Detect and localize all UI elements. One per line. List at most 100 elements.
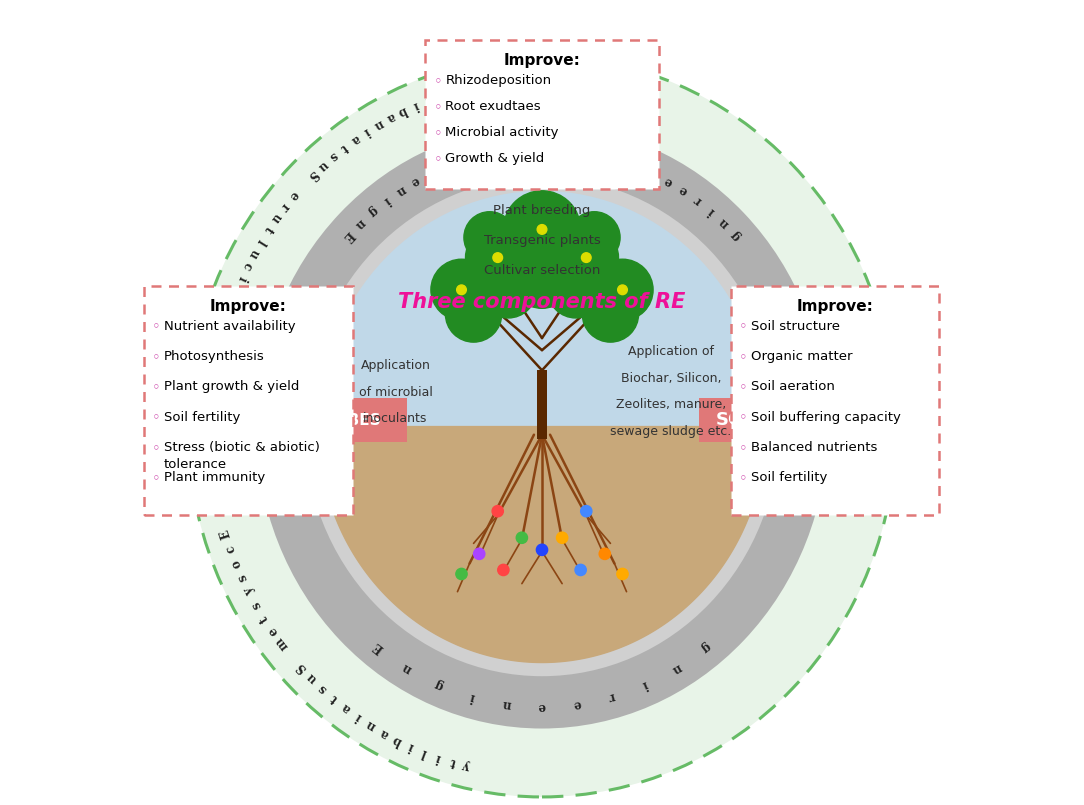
FancyBboxPatch shape <box>699 398 779 443</box>
Text: Microbial activity: Microbial activity <box>446 126 559 139</box>
Ellipse shape <box>319 191 765 663</box>
Circle shape <box>599 548 610 559</box>
Text: Application of: Application of <box>628 345 713 358</box>
Text: a: a <box>384 109 397 125</box>
Text: i: i <box>353 710 364 724</box>
Text: i: i <box>641 678 649 691</box>
Text: ◦: ◦ <box>739 380 748 395</box>
Circle shape <box>547 262 604 318</box>
Circle shape <box>618 285 628 295</box>
Circle shape <box>446 286 502 342</box>
Text: Improve:: Improve: <box>504 53 580 68</box>
Circle shape <box>575 564 586 576</box>
Text: Soil buffering capacity: Soil buffering capacity <box>751 411 901 423</box>
Text: e: e <box>424 165 437 180</box>
FancyBboxPatch shape <box>478 89 606 133</box>
FancyBboxPatch shape <box>732 286 939 515</box>
Text: g: g <box>698 639 713 654</box>
Text: g: g <box>728 229 744 243</box>
Circle shape <box>503 191 581 268</box>
Bar <box>537 370 547 439</box>
Circle shape <box>498 564 509 576</box>
Text: Biochar, Silicon,: Biochar, Silicon, <box>620 372 721 385</box>
Text: Nutrient availability: Nutrient availability <box>164 320 295 332</box>
Text: ◦: ◦ <box>152 350 160 365</box>
Text: E: E <box>371 639 386 655</box>
Text: i: i <box>437 88 446 102</box>
Text: i: i <box>411 98 420 112</box>
Text: S: S <box>294 659 309 675</box>
Text: g: g <box>616 152 628 167</box>
Text: Root exudtaes: Root exudtaes <box>446 100 541 113</box>
Text: ◦: ◦ <box>152 471 160 486</box>
Circle shape <box>537 544 547 555</box>
Text: Soil structure: Soil structure <box>751 320 840 332</box>
Text: e: e <box>286 188 301 203</box>
Text: S: S <box>305 167 320 183</box>
Text: Photosynthesis: Photosynthesis <box>164 350 264 363</box>
Text: Improve:: Improve: <box>209 299 286 314</box>
Text: ◦: ◦ <box>434 152 442 167</box>
Circle shape <box>617 568 628 580</box>
Text: o: o <box>229 557 244 570</box>
Text: ◦: ◦ <box>152 320 160 335</box>
Text: ◦: ◦ <box>739 350 748 365</box>
Circle shape <box>538 225 546 234</box>
Circle shape <box>569 212 620 263</box>
Text: Rhizodeposition: Rhizodeposition <box>446 74 552 87</box>
Text: PLANT: PLANT <box>506 101 578 121</box>
Text: A: A <box>219 312 234 325</box>
Text: s: s <box>249 599 264 611</box>
Text: n: n <box>474 147 485 162</box>
Circle shape <box>493 253 503 262</box>
Text: a: a <box>339 700 353 716</box>
Text: Transgenic plants: Transgenic plants <box>483 234 601 247</box>
Ellipse shape <box>256 125 828 729</box>
Text: Balanced nutrients: Balanced nutrients <box>751 441 878 454</box>
Text: g: g <box>491 144 501 159</box>
Text: ◦: ◦ <box>434 100 442 115</box>
Text: n: n <box>599 147 610 162</box>
Text: E: E <box>340 228 356 244</box>
Circle shape <box>556 532 568 543</box>
Text: ◦: ◦ <box>152 441 160 456</box>
Text: ◦: ◦ <box>152 380 160 395</box>
Text: e: e <box>538 700 546 713</box>
Text: i: i <box>361 124 372 138</box>
Text: u: u <box>246 246 261 261</box>
Text: e: e <box>662 173 675 188</box>
Text: Soil fertility: Soil fertility <box>751 471 828 485</box>
Text: t: t <box>328 691 340 705</box>
Text: E: E <box>219 528 234 540</box>
Text: Improve:: Improve: <box>797 299 874 314</box>
Circle shape <box>480 262 537 318</box>
Text: l: l <box>255 236 268 246</box>
Text: ◦: ◦ <box>434 74 442 89</box>
Text: n: n <box>717 216 732 231</box>
Text: sewage sludge etc.: sewage sludge etc. <box>610 425 732 438</box>
Text: E: E <box>582 144 594 159</box>
Text: l: l <box>421 745 429 759</box>
Text: l: l <box>424 93 433 106</box>
Text: r: r <box>278 200 292 213</box>
Text: Stress (biotic & abiotic): Stress (biotic & abiotic) <box>164 441 320 454</box>
FancyBboxPatch shape <box>425 40 659 189</box>
Text: e: e <box>266 624 281 638</box>
Text: g: g <box>365 204 380 219</box>
Text: Three components of RE: Three components of RE <box>398 292 686 312</box>
Text: t: t <box>338 140 350 154</box>
Text: Cultivar selection: Cultivar selection <box>483 264 601 277</box>
Text: b: b <box>391 733 404 748</box>
Text: t: t <box>449 755 457 769</box>
Text: y: y <box>463 80 473 94</box>
Text: u: u <box>269 210 284 225</box>
Text: i: i <box>435 750 443 765</box>
Text: ◦: ◦ <box>739 411 748 426</box>
Text: c: c <box>240 260 255 272</box>
Text: i: i <box>406 740 415 753</box>
Polygon shape <box>319 427 765 663</box>
Ellipse shape <box>305 177 779 676</box>
Text: n: n <box>401 660 414 675</box>
Text: i: i <box>380 193 392 207</box>
Circle shape <box>554 225 619 290</box>
